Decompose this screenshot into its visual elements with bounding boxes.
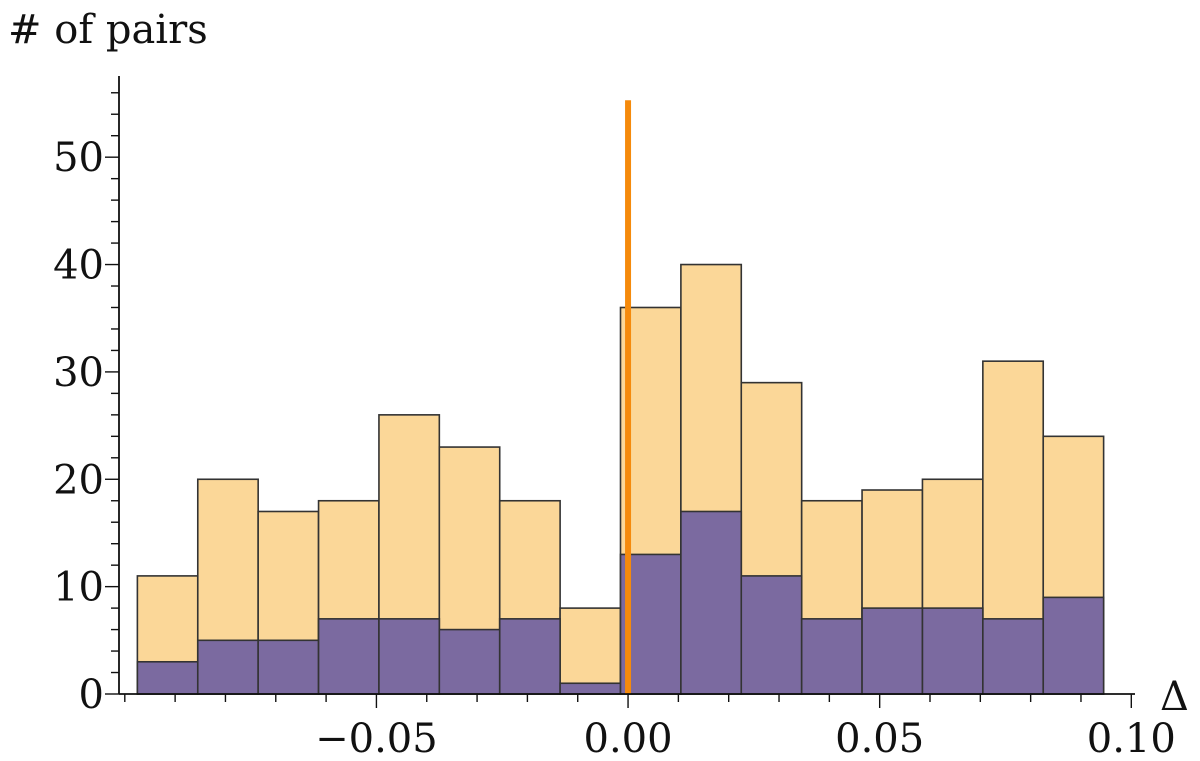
y-tick-label: 50: [53, 135, 104, 181]
bar-subset-7: [559, 682, 622, 695]
bar-subset-5: [438, 628, 501, 695]
y-tick-label: 40: [53, 243, 104, 289]
y-axis-label: # of pairs: [8, 7, 208, 53]
bar-subset-14: [982, 618, 1045, 695]
bar-subset-0: [136, 660, 199, 695]
x-tick-label: 0.05: [835, 716, 924, 761]
bar-subset-9: [680, 510, 743, 695]
bar-subset-15: [1042, 596, 1105, 695]
subset-bars-group: [136, 510, 1105, 695]
bar-subset-1: [196, 639, 259, 695]
bar-subset-12: [861, 607, 924, 695]
bar-subset-2: [257, 639, 320, 695]
y-tick-label: 30: [53, 350, 104, 396]
x-tick-label: 0.10: [1087, 716, 1176, 761]
bar-subset-3: [317, 618, 380, 695]
x-tick-label: 0.00: [584, 716, 673, 761]
bar-subset-6: [498, 618, 561, 695]
x-ticks-group: −0.05 0.00 0.05 0.10: [124, 694, 1176, 761]
bar-subset-11: [800, 618, 863, 695]
bar-subset-13: [921, 607, 984, 695]
bar-subset-10: [740, 575, 803, 695]
y-ticks-group: 0 10 20 30 40 50: [53, 92, 119, 718]
bar-subset-4: [378, 618, 441, 695]
bar-total-7: [559, 607, 622, 695]
x-tick-label: −0.05: [315, 716, 438, 761]
x-axis-label: Δ: [1160, 674, 1189, 720]
y-tick-label: 20: [53, 457, 104, 503]
y-tick-label: 0: [79, 672, 104, 718]
y-tick-label: 10: [53, 565, 104, 611]
